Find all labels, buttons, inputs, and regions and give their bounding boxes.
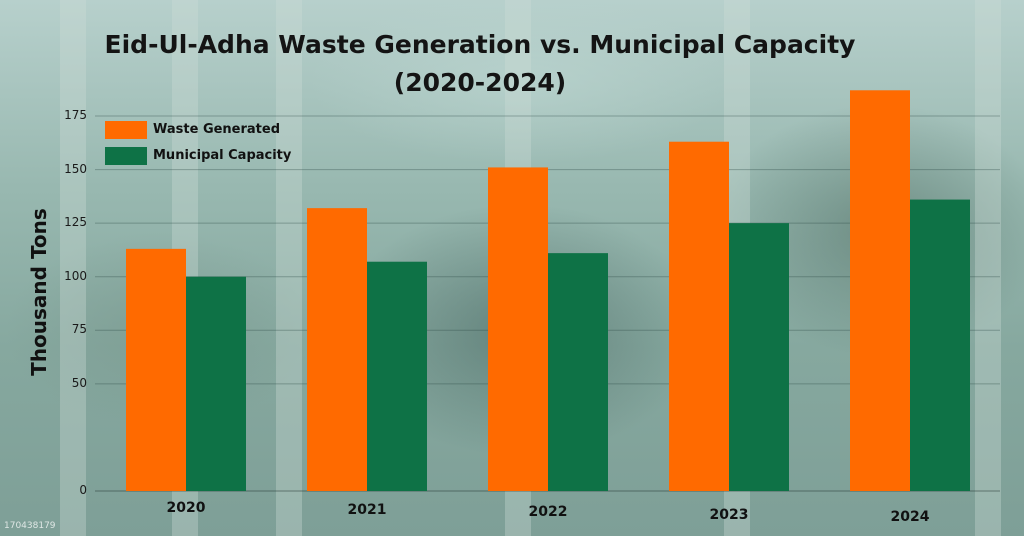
bar-municipal-capacity-2024 xyxy=(910,199,970,492)
bar-waste-generated-2021 xyxy=(307,208,367,491)
legend-label-municipal-capacity: Municipal Capacity xyxy=(153,148,292,163)
bar-waste-generated-2023 xyxy=(669,141,729,491)
y-tick-label: 100 xyxy=(64,268,87,283)
bar-waste-generated-2020 xyxy=(126,248,186,491)
y-tick-label: 175 xyxy=(64,108,87,122)
y-tick-label: 50 xyxy=(71,375,87,390)
bar-municipal-capacity-2020 xyxy=(186,276,246,491)
background-post xyxy=(276,0,302,536)
y-tick-label: 0 xyxy=(79,483,87,497)
y-tick-label: 75 xyxy=(71,322,87,337)
legend-swatch-municipal-capacity xyxy=(105,147,147,165)
background-post xyxy=(975,0,1001,536)
watermark-text: 170438179 xyxy=(4,521,56,531)
legend-label-waste-generated: Waste Generated xyxy=(153,122,281,137)
bars xyxy=(126,90,970,492)
x-tick-label: 2021 xyxy=(347,502,387,519)
legend-swatch-waste-generated xyxy=(105,121,147,139)
x-tick-label: 2023 xyxy=(709,506,749,523)
bar-municipal-capacity-2023 xyxy=(729,223,789,491)
bar-municipal-capacity-2022 xyxy=(548,253,608,491)
y-axis-label: Thousand Tons xyxy=(27,208,51,376)
bar-municipal-capacity-2021 xyxy=(367,261,427,491)
chart-title-line-1: Eid-Ul-Adha Waste Generation vs. Municip… xyxy=(104,30,856,59)
bar-waste-generated-2024 xyxy=(850,90,910,492)
x-tick-label: 2024 xyxy=(890,508,930,525)
x-tick-label: 2022 xyxy=(528,504,568,521)
y-tick-label: 125 xyxy=(64,215,87,230)
x-tick-label: 2020 xyxy=(166,500,206,516)
bar-waste-generated-2022 xyxy=(488,167,548,491)
chart-title-line-2: (2020-2024) xyxy=(393,68,567,97)
y-tick-label: 150 xyxy=(64,161,87,176)
background-post xyxy=(60,0,86,536)
